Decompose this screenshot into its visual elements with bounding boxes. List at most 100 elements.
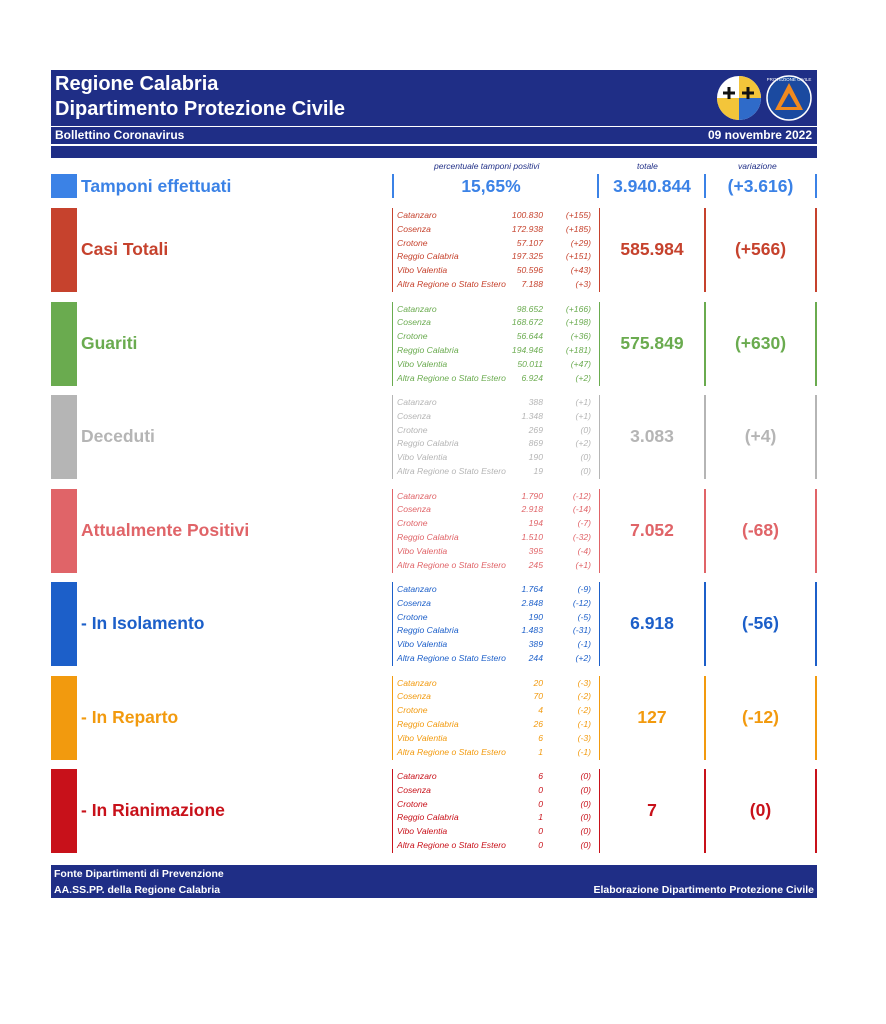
stat-variation: (0) [749,800,772,820]
stat-variation: (-56) [742,613,779,633]
province-delta: (-31) [572,625,591,636]
province-value: 2.918 [521,504,543,515]
tamponi-total: 3.940.844 [613,176,691,196]
province-delta: (-12) [572,597,591,608]
province-delta: (0) [580,840,591,850]
province-breakdown: Catanzaro 6 (0) Cosenza 0 (0) Crotone 0 (0) Reggi… [392,769,600,853]
stat-label: Attualmente Positivi [81,519,250,540]
province-name: Cosenza [397,597,431,608]
province-name: Crotone [397,611,428,622]
province-delta: (-3) [577,677,591,688]
province-name: Vibo Valentia [397,358,448,369]
stat-total: 585.984 [620,239,684,259]
province-value: 1 [538,812,543,823]
province-value: 244 [528,653,543,663]
province-value: 388 [528,397,543,407]
row-right-border [815,675,817,760]
province-breakdown: Catanzaro 388 (+1) Cosenza 1.348 (+1) Crotone 2… [392,395,600,479]
tamponi-sep-mid [597,174,599,198]
province-value: 6 [538,771,543,781]
province-value: 0 [538,784,543,795]
tamponi-variation: (+3.616) [727,176,794,196]
caption-total: totale [637,161,658,171]
province-value: 26 [533,718,543,729]
tamponi-sep-right [815,174,817,198]
province-name: Catanzaro [397,490,437,501]
province-value: 2.848 [521,597,543,608]
tamponi-label: Tamponi effettuati [81,176,232,196]
province-delta: (-4) [577,545,591,556]
province-delta: (+1) [575,410,591,421]
province-delta: (+185) [565,223,591,234]
stat-row: - In Isolamento Catanzaro 1.764 (-9) Cosenza… [51,582,817,666]
province-name: Crotone [397,331,428,342]
province-delta: (-1) [577,746,591,757]
province-delta: (+1) [575,559,591,570]
footer-elaboration: Elaborazione Dipartimento Protezione Civ… [593,884,814,896]
province-value: 389 [528,639,543,650]
stat-total: 6.918 [630,613,674,633]
header-banner: Regione Calabria Dipartimento Protezione… [51,70,817,126]
province-name: Crotone [397,798,428,809]
province-breakdown: Catanzaro 98.652 (+166) Cosenza 168.672 (+198… [392,301,600,386]
province-delta: (0) [580,826,591,837]
province-name: Altra Regione o Stato Estero [397,372,506,383]
province-name: Catanzaro [397,397,437,407]
province-name: Vibo Valentia [397,452,448,463]
stat-variation: (+4) [744,426,777,446]
province-value: 56.644 [516,331,543,342]
province-name: Crotone [397,237,428,248]
stat-total: 127 [637,706,667,727]
province-breakdown: Catanzaro 20 (-3) Cosenza 70 (-2) Crotone 4 (-2)… [392,675,600,760]
province-delta: (-9) [577,584,591,594]
stat-row: Guariti Catanzaro 98.652 (+166) Cosenza 168.6… [51,301,817,386]
province-delta: (0) [580,784,591,795]
province-value: 50.011 [517,358,543,369]
province-value: 1 [538,746,543,757]
province-name: Reggio Calabria [397,531,459,542]
province-delta: (0) [580,812,591,823]
province-delta: (0) [580,771,591,781]
province-name: Cosenza [397,317,431,328]
province-value: 7.188 [521,279,543,289]
province-name: Cosenza [397,784,431,795]
province-delta: (+36) [570,331,591,342]
variation-separator [704,488,706,573]
province-name: Reggio Calabria [397,718,459,729]
stat-row: Attualmente Positivi Catanzaro 1.790 (-12) C… [51,488,817,573]
stat-variation: (+630) [734,332,787,353]
province-name: Catanzaro [397,677,437,688]
province-delta: (+181) [565,344,591,355]
footer-source-line2: AA.SS.PP. della Regione Calabria [54,884,221,896]
province-name: Reggio Calabria [397,251,459,262]
province-value: 70 [533,691,543,702]
province-delta: (-5) [577,611,591,622]
province-name: Crotone [397,424,428,435]
stat-total: 3.083 [630,426,674,446]
row-right-border [815,208,817,292]
province-name: Altra Regione o Stato Estero [397,653,506,663]
province-name: Reggio Calabria [397,344,459,355]
stat-swatch [51,488,77,573]
province-delta: (-2) [577,691,591,702]
province-name: Vibo Valentia [397,545,448,556]
stat-variation: (-68) [742,519,779,540]
province-value: 1.510 [521,531,543,542]
province-breakdown: Catanzaro 1.790 (-12) Cosenza 2.918 (-14) Crot… [392,488,600,573]
province-value: 190 [528,452,543,463]
variation-separator [704,208,706,292]
province-name: Reggio Calabria [397,812,459,823]
stat-swatch [51,675,77,760]
province-name: Vibo Valentia [397,826,448,837]
province-value: 190 [528,611,543,622]
province-value: 0 [538,826,543,837]
province-name: Crotone [397,705,428,716]
tamponi-sep-var [704,174,706,198]
province-delta: (-7) [577,518,591,529]
province-delta: (+29) [570,237,591,248]
bulletin-label: Bollettino Coronavirus [55,128,185,142]
province-delta: (-3) [577,732,591,743]
province-name: Vibo Valentia [397,639,448,650]
province-delta: (-1) [577,639,591,650]
province-value: 57.107 [516,237,543,248]
